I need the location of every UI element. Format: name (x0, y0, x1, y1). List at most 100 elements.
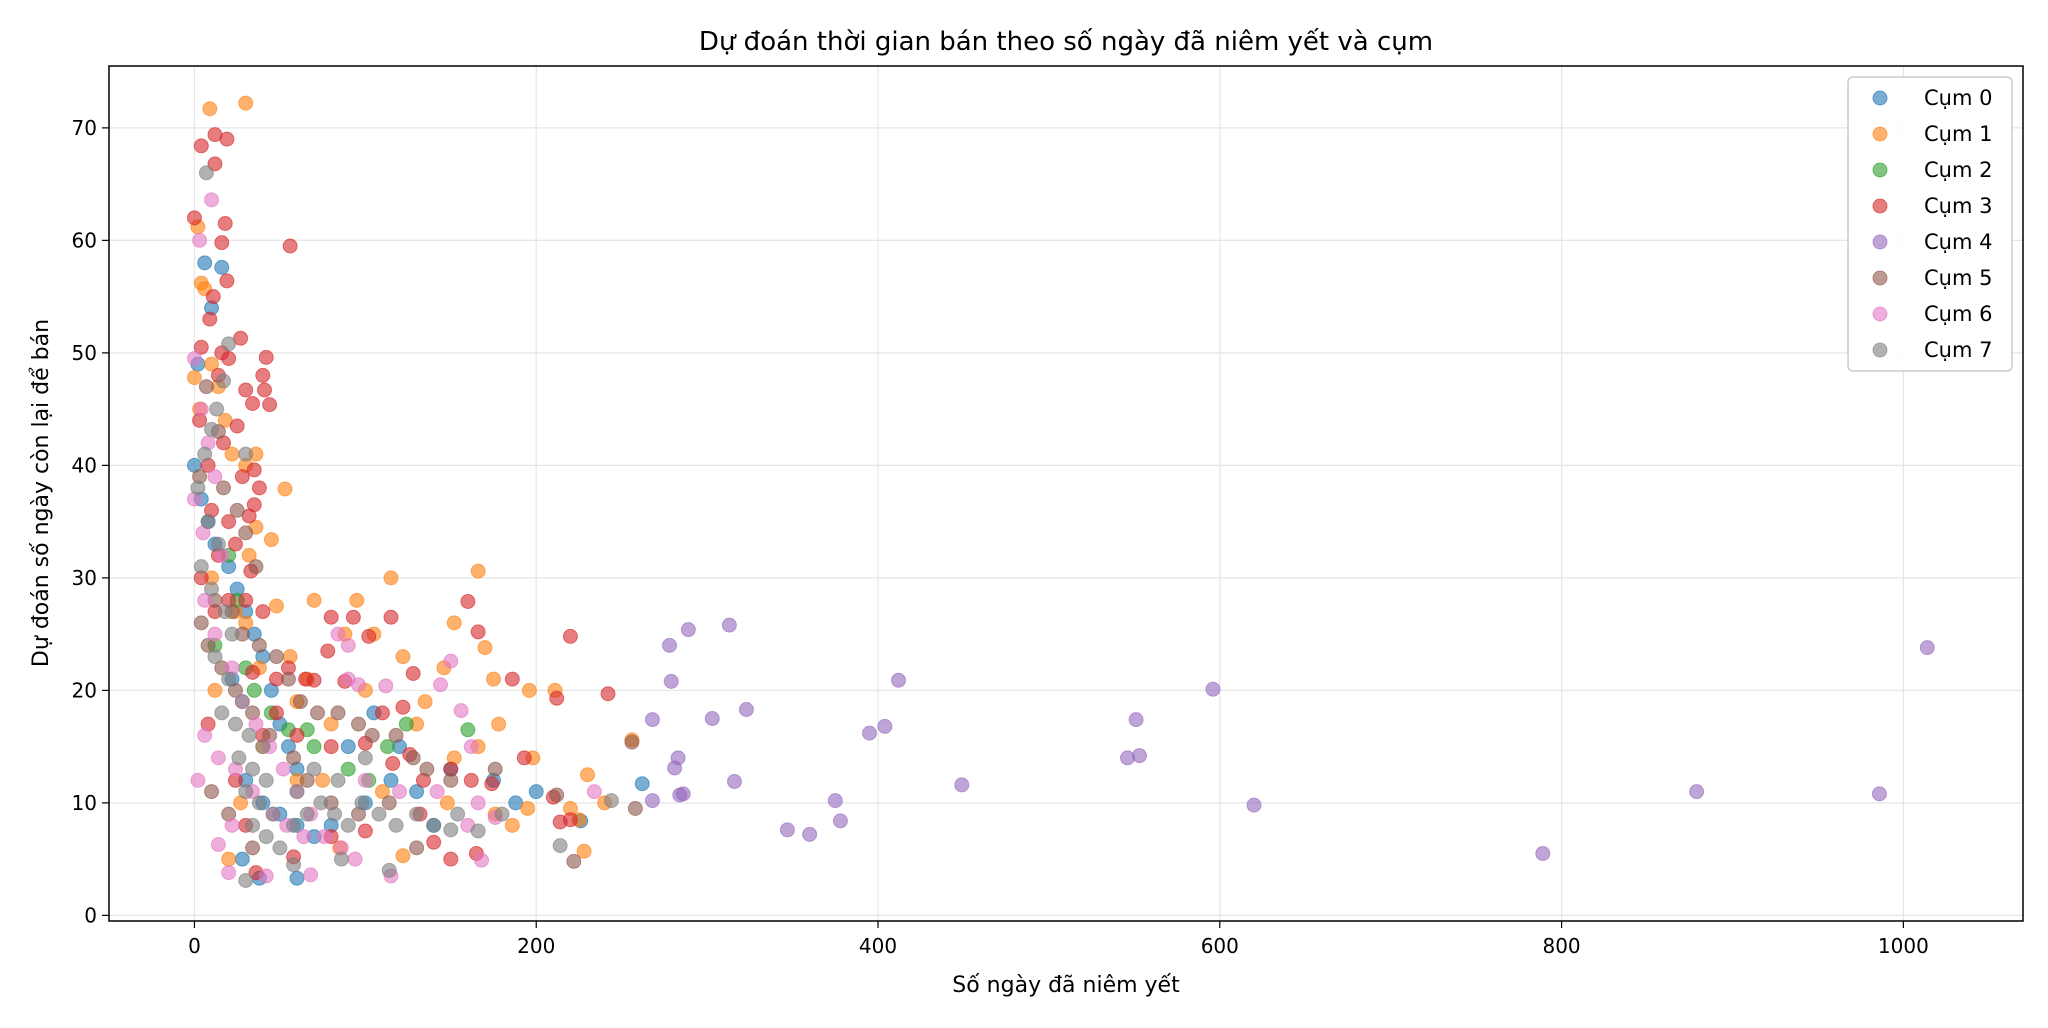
legend-frame (1847, 76, 2013, 372)
data-point (487, 761, 503, 777)
data-point (255, 367, 271, 383)
data-point (521, 682, 537, 698)
legend-marker (1872, 126, 1888, 142)
data-point (299, 806, 315, 822)
data-point (224, 626, 240, 642)
data-point (306, 592, 322, 608)
data-point (215, 373, 231, 389)
data-point (238, 873, 254, 888)
y-axis-ticks: 0 10 20 30 40 50 60 70 (72, 116, 109, 927)
data-point (463, 772, 479, 788)
data-point (357, 750, 373, 766)
data-point (562, 628, 578, 644)
data-point (323, 716, 339, 732)
data-point (954, 777, 970, 793)
data-point (417, 694, 433, 710)
data-point (207, 682, 223, 698)
data-point (383, 570, 399, 586)
data-point (186, 210, 202, 226)
x-tick-label: 200 (517, 934, 555, 958)
data-point (316, 829, 332, 845)
data-point (286, 857, 302, 873)
data-point (238, 382, 254, 398)
data-point (381, 795, 397, 811)
data-point (251, 480, 267, 496)
data-point (255, 604, 271, 620)
data-point (205, 289, 221, 305)
data-point (268, 598, 284, 614)
data-point (209, 401, 225, 417)
legend-marker (1872, 342, 1888, 358)
data-point (262, 397, 278, 413)
data-point (251, 637, 267, 653)
data-point (238, 95, 254, 111)
data-point (388, 817, 404, 833)
data-point (576, 843, 592, 859)
data-point (1919, 640, 1935, 656)
data-point (224, 817, 240, 833)
data-point (248, 716, 264, 732)
data-point (221, 351, 237, 366)
series-7 (190, 165, 619, 888)
data-point (268, 649, 284, 665)
data-point (520, 801, 536, 816)
data-point (340, 761, 356, 777)
data-point (354, 795, 370, 811)
data-point (241, 727, 257, 743)
data-point (1689, 784, 1705, 800)
data-point (246, 462, 262, 478)
data-point (221, 671, 237, 687)
y-tick-label: 60 (72, 228, 97, 252)
data-point (323, 609, 339, 625)
data-point (439, 795, 455, 811)
data-point (280, 671, 296, 687)
data-point (802, 826, 818, 842)
data-point (241, 508, 257, 524)
data-point (233, 330, 249, 346)
data-point (323, 739, 339, 755)
data-point (238, 525, 254, 541)
data-point (219, 131, 235, 147)
data-point (210, 837, 226, 852)
data-point (392, 784, 408, 800)
data-point (204, 784, 220, 800)
data-point (680, 622, 696, 638)
data-point (248, 559, 264, 575)
x-axis-ticks: 0 200 400 600 800 1000 (188, 921, 1929, 958)
data-point (234, 851, 250, 867)
y-axis-label: Dự đoán số ngày còn lại để bán (29, 319, 54, 667)
data-point (238, 446, 254, 462)
data-point (460, 594, 476, 609)
legend-label: Cụm 3 (1924, 194, 1992, 218)
data-point (347, 851, 363, 867)
data-point (197, 255, 213, 271)
data-point (603, 793, 619, 809)
data-point (832, 813, 848, 829)
data-point (186, 370, 202, 386)
data-point (357, 772, 373, 788)
data-point (1205, 681, 1221, 697)
data-point (197, 446, 213, 462)
x-tick-label: 400 (859, 934, 897, 958)
legend-label: Cụm 2 (1924, 158, 1992, 182)
legend-label: Cụm 6 (1924, 302, 1992, 326)
data-point (644, 712, 660, 728)
data-point (204, 356, 220, 372)
data-point (255, 739, 271, 755)
data-point (528, 784, 544, 800)
data-point (303, 867, 319, 883)
data-point (210, 750, 226, 766)
chart-title: Dự đoán thời gian bán theo số ngày đã ni… (699, 27, 1433, 57)
data-point (275, 761, 291, 777)
data-point (234, 694, 250, 710)
data-point (190, 772, 206, 788)
data-point (371, 806, 387, 822)
data-point (374, 784, 390, 800)
legend-label: Cụm 0 (1924, 86, 1992, 110)
data-point (443, 772, 459, 788)
data-point (470, 823, 486, 839)
data-point (409, 840, 425, 856)
data-point (193, 559, 209, 575)
data-point (351, 716, 367, 732)
